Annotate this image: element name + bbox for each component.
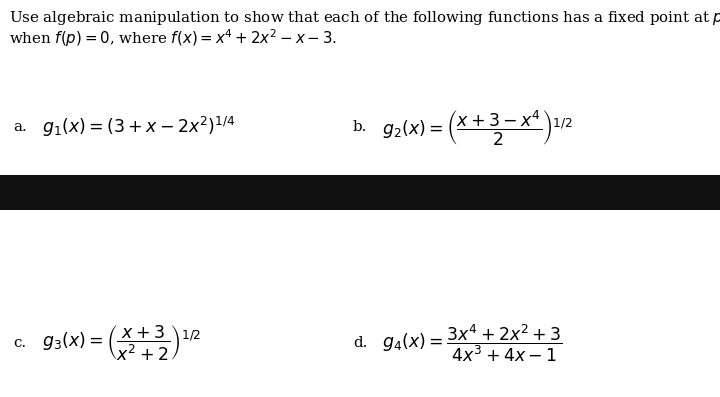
Text: when $f(p) = 0$, where $f(x) = x^4 + 2x^2 - x - 3$.: when $f(p) = 0$, where $f(x) = x^4 + 2x^… [9, 28, 337, 50]
Text: d.: d. [353, 336, 367, 350]
Text: b.: b. [353, 120, 367, 134]
Text: $g_1(x) = \left(3 + x - 2x^2\right)^{1/4}$: $g_1(x) = \left(3 + x - 2x^2\right)^{1/4… [42, 115, 235, 139]
Text: c.: c. [13, 336, 26, 350]
Text: Use algebraic manipulation to show that each of the following functions has a fi: Use algebraic manipulation to show that … [9, 9, 720, 27]
Text: $g_3(x) = \left(\dfrac{x + 3}{x^2 + 2}\right)^{1/2}$: $g_3(x) = \left(\dfrac{x + 3}{x^2 + 2}\r… [42, 324, 201, 362]
Text: $g_4(x) = \dfrac{3x^4 + 2x^2 + 3}{4x^3 + 4x - 1}$: $g_4(x) = \dfrac{3x^4 + 2x^2 + 3}{4x^3 +… [382, 322, 562, 364]
Bar [0, 175, 720, 210]
Text: a.: a. [13, 120, 27, 134]
Text: $g_2(x) = \left(\dfrac{x + 3 - x^4}{2}\right)^{1/2}$: $g_2(x) = \left(\dfrac{x + 3 - x^4}{2}\r… [382, 108, 572, 146]
